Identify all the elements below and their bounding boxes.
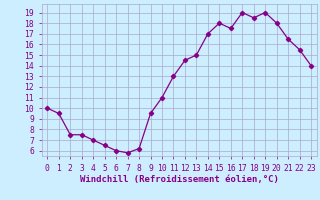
X-axis label: Windchill (Refroidissement éolien,°C): Windchill (Refroidissement éolien,°C) [80,175,279,184]
